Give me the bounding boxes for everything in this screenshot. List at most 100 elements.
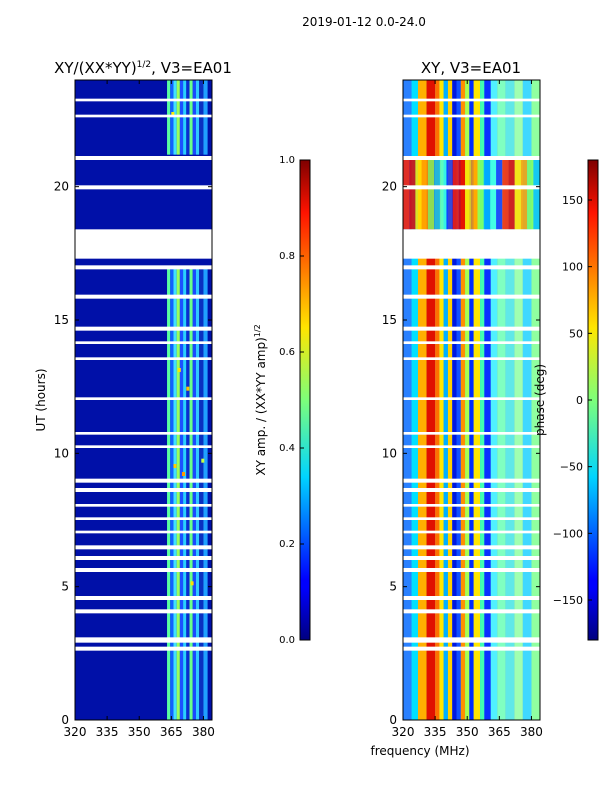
- left-title-sup: 1/2: [137, 60, 151, 70]
- phase-noise-cell: [496, 160, 503, 230]
- data-gap: [75, 432, 212, 435]
- data-gap: [403, 530, 540, 534]
- amp-speckle: [190, 581, 194, 586]
- y-tick-label: 15: [382, 313, 397, 327]
- data-gap: [75, 114, 212, 118]
- phase-colorbar-label: phase (deg): [533, 364, 547, 436]
- phase-noise-cell: [421, 160, 428, 230]
- data-gap: [75, 98, 212, 102]
- amp-tick-label: 0.0: [279, 635, 295, 646]
- amp-speckle: [201, 458, 205, 463]
- left-heatmap: [75, 80, 212, 720]
- data-gap: [403, 326, 540, 331]
- data-gap: [403, 478, 540, 483]
- phase-colorbar-ticks: 150 100 50 0 −50 −100 −150: [553, 194, 592, 607]
- amp-speckle: [186, 386, 190, 391]
- data-gap: [403, 637, 540, 643]
- phase-noise-cell: [465, 160, 472, 230]
- data-gap: [75, 478, 212, 483]
- phase-colorbar: 150 100 50 0 −50 −100 −150 phase (deg): [533, 159, 599, 641]
- data-gap: [75, 156, 212, 160]
- phase-noise-cell: [458, 160, 466, 230]
- phase-noise-cell: [533, 160, 540, 230]
- phase-noise-cell: [440, 160, 447, 230]
- phase-tick-label: −100: [553, 527, 583, 540]
- data-gap: [75, 445, 212, 448]
- right-x-ticks: 320 335 350 365 380: [392, 80, 543, 739]
- phase-tick-label: 100: [562, 261, 583, 274]
- left-x-ticks: 320 335 350 365 380: [64, 80, 215, 739]
- figure-suptitle: 2019-01-12 0.0-24.0: [302, 15, 426, 29]
- data-gap: [75, 397, 212, 400]
- phase-tick-label: 150: [562, 194, 583, 207]
- phase-noise-cell: [471, 160, 478, 230]
- left-heatmap-gaps: [75, 98, 212, 651]
- y-tick-label: 20: [382, 180, 397, 194]
- phase-noise-cell: [409, 160, 416, 230]
- amp-tick-label: 0.2: [279, 539, 295, 550]
- left-ylabel: UT (hours): [34, 368, 48, 431]
- data-gap: [75, 341, 212, 344]
- amp-speckle: [177, 368, 181, 372]
- data-gap: [403, 229, 540, 259]
- amp-label-sup: 1/2: [253, 324, 262, 337]
- x-tick-label: 350: [456, 725, 479, 739]
- x-tick-label: 320: [64, 725, 87, 739]
- phase-noise-cell: [489, 160, 497, 230]
- data-gap: [403, 609, 540, 614]
- data-gap: [403, 357, 540, 360]
- y-tick-label: 5: [61, 580, 69, 594]
- y-tick-label: 20: [54, 180, 69, 194]
- phase-noise-cell: [403, 160, 410, 230]
- data-gap: [75, 357, 212, 360]
- right-y-ticks: 0 5 10 15 20: [382, 180, 540, 727]
- phase-noise-cell: [483, 160, 490, 230]
- y-tick-label: 10: [54, 446, 69, 460]
- data-gap: [403, 432, 540, 435]
- data-gap: [75, 568, 212, 572]
- amplitude-colorbar-label: XY amp. / (XX*YY amp)1/2: [253, 324, 268, 475]
- data-gap: [75, 609, 212, 614]
- data-gap: [75, 504, 212, 507]
- phase-noise-cell: [477, 160, 484, 230]
- left-axes-frame: [74, 79, 213, 721]
- phase-noise-cell: [427, 160, 435, 230]
- shared-xlabel: frequency (MHz): [370, 744, 469, 758]
- right-panel-title: XY, V3=EA01: [421, 59, 521, 77]
- x-tick-label: 365: [488, 725, 511, 739]
- y-tick-label: 10: [382, 446, 397, 460]
- data-gap: [75, 265, 212, 270]
- x-tick-label: 350: [128, 725, 151, 739]
- data-gap: [403, 445, 540, 448]
- x-tick-label: 335: [96, 725, 119, 739]
- data-gap: [75, 517, 212, 520]
- data-gap: [403, 545, 540, 550]
- data-gap: [75, 229, 212, 259]
- left-y-ticks: 0 5 10 15 20: [54, 180, 212, 727]
- phase-noise-cell: [502, 160, 509, 230]
- y-tick-label: 15: [54, 313, 69, 327]
- phase-noise-cell: [446, 160, 453, 230]
- data-gap: [403, 114, 540, 118]
- data-gap: [403, 568, 540, 572]
- data-gap: [75, 637, 212, 643]
- data-gap: [403, 556, 540, 560]
- y-tick-label: 5: [389, 580, 397, 594]
- data-gap: [403, 294, 540, 299]
- data-gap: [403, 265, 540, 270]
- data-gap: [75, 326, 212, 331]
- data-gap: [403, 156, 540, 160]
- data-gap: [75, 185, 212, 190]
- phase-tick-label: 50: [569, 327, 583, 340]
- amp-speckle: [171, 112, 175, 116]
- amp-speckle: [173, 464, 177, 468]
- x-tick-label: 380: [520, 725, 543, 739]
- x-tick-label: 380: [192, 725, 215, 739]
- left-title-main: XY/(XX*YY): [54, 59, 137, 77]
- amp-tick-label: 0.8: [279, 251, 295, 262]
- phase-noise-cell: [508, 160, 515, 230]
- data-gap: [75, 556, 212, 560]
- phase-noise-cell: [527, 160, 534, 230]
- data-gap: [75, 530, 212, 534]
